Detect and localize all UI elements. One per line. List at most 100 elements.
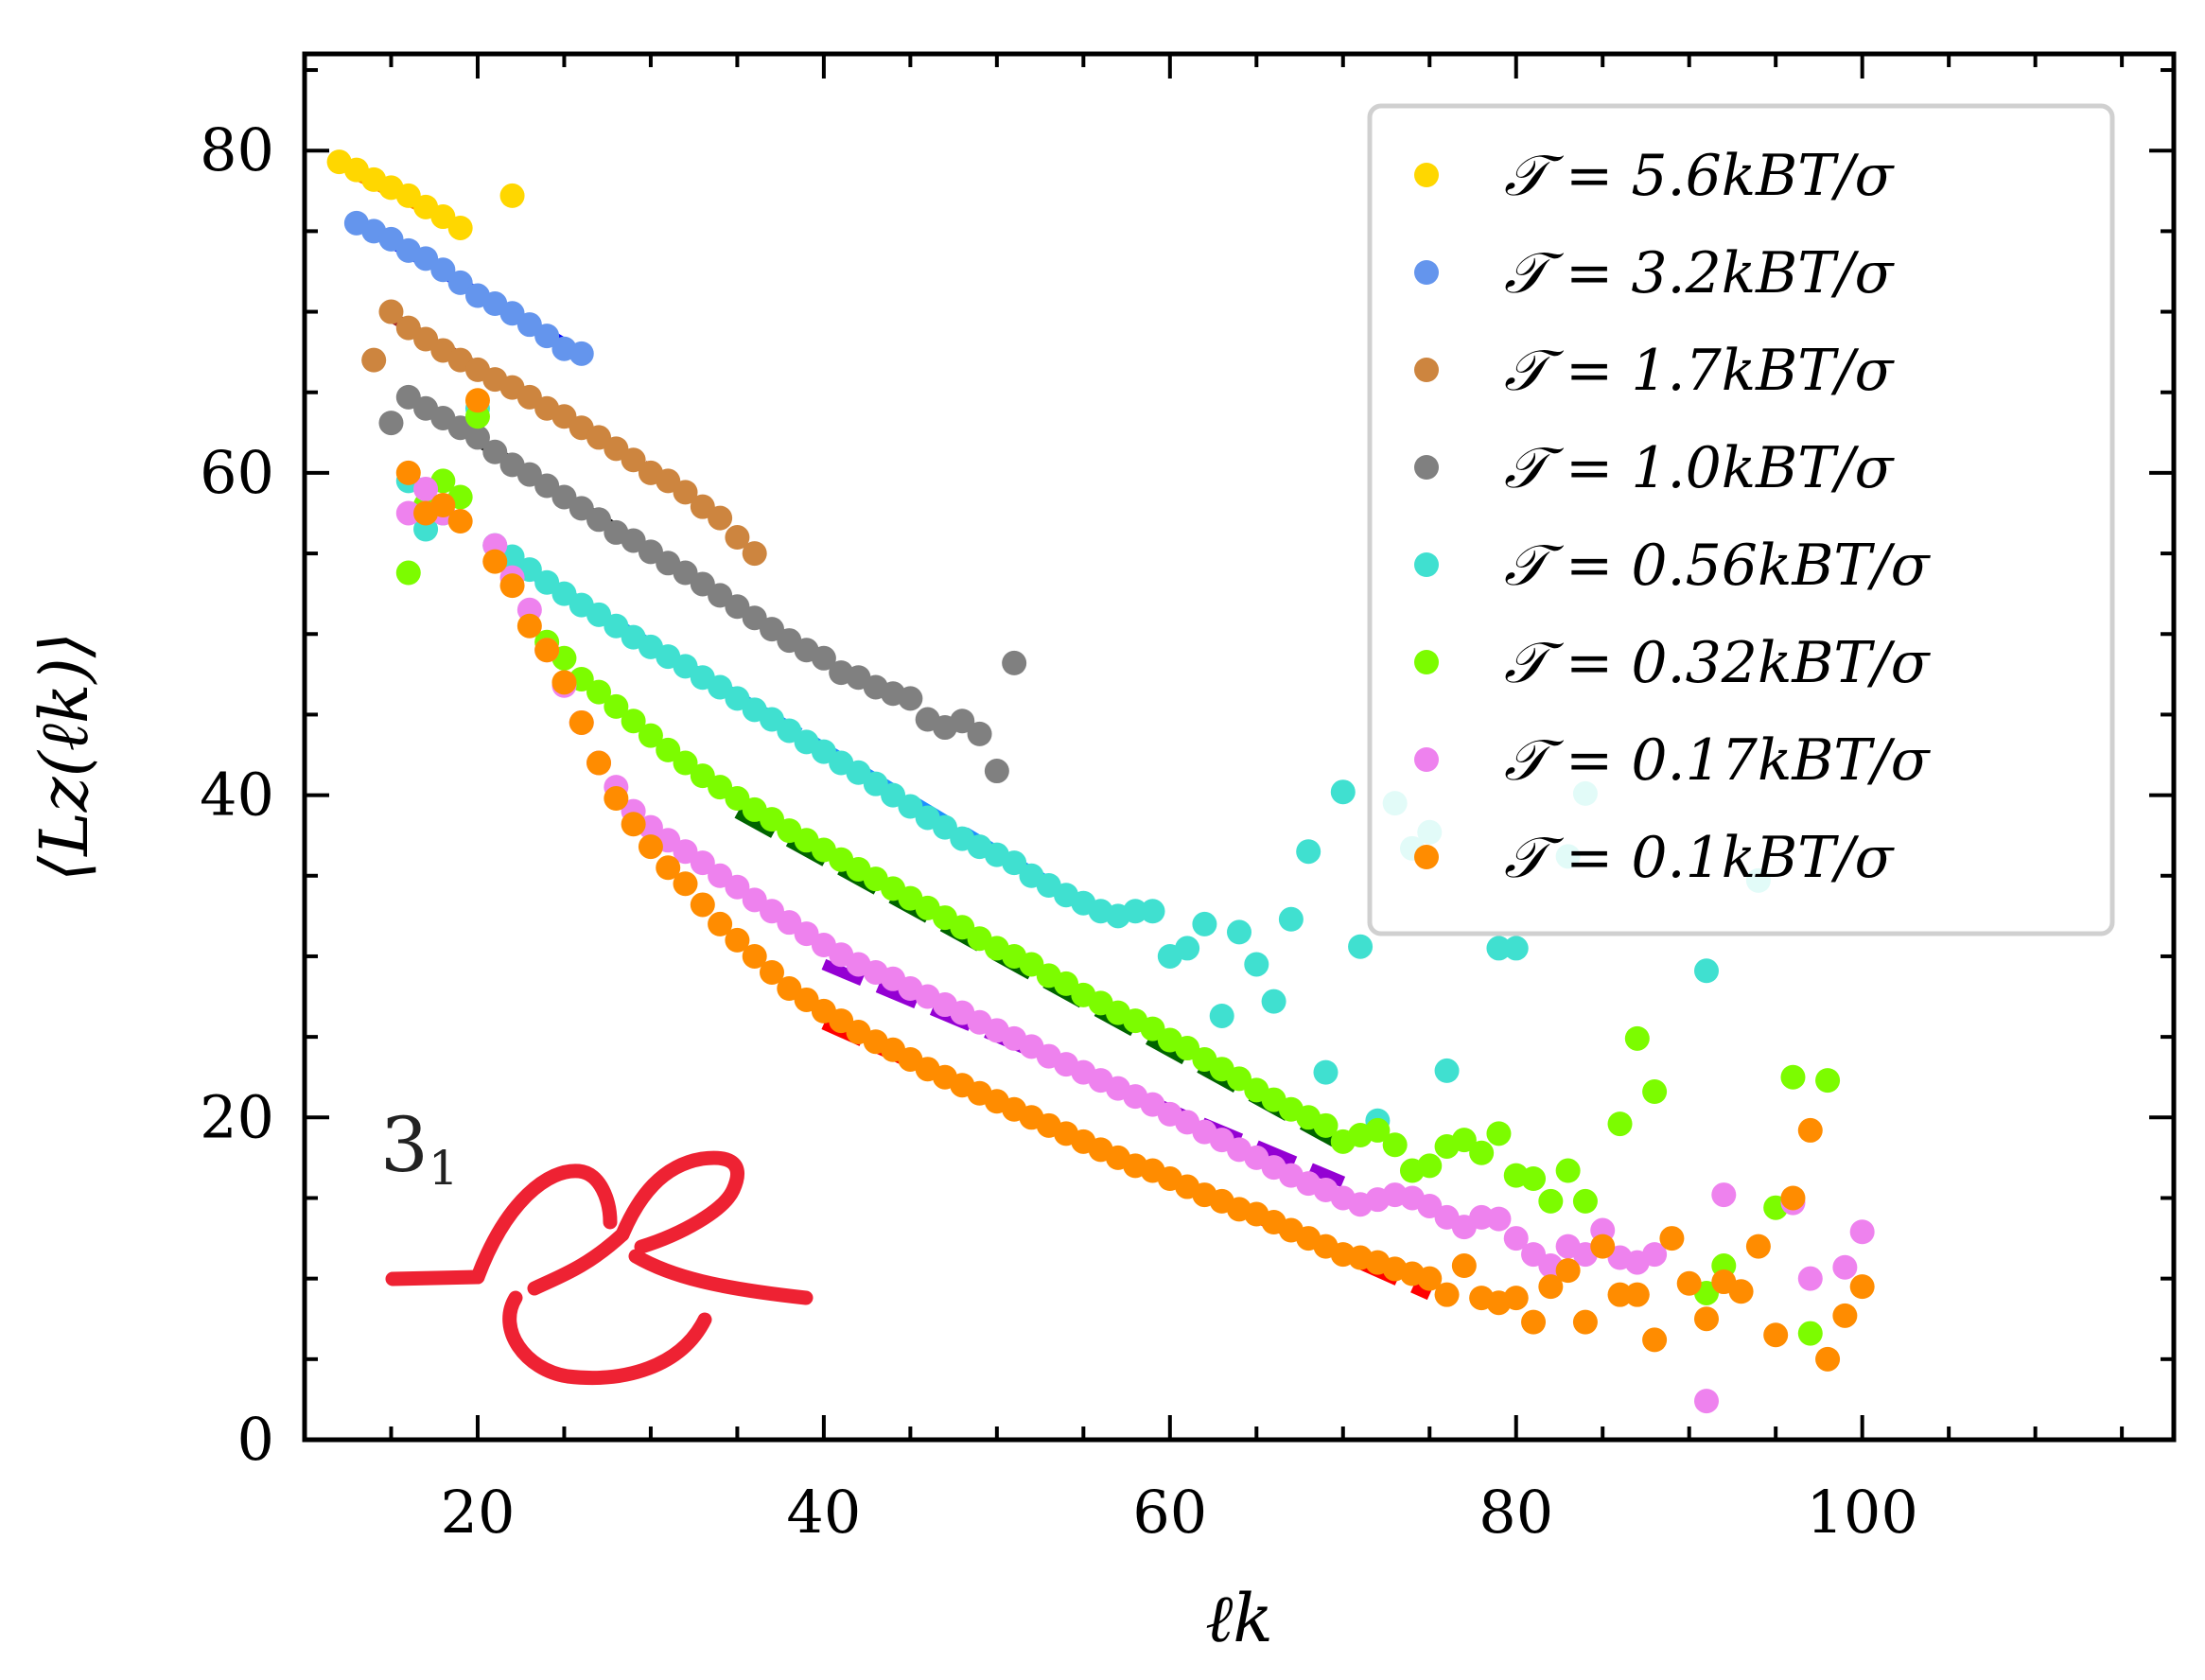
legend-marker-2 [1414, 358, 1439, 382]
point-s1-5 [430, 257, 456, 283]
y-tick-label: 0 [237, 1405, 274, 1474]
point-s6-70 [1642, 1242, 1668, 1268]
legend-marker-4 [1414, 552, 1439, 577]
point-s1-6 [447, 270, 473, 295]
point-s3-12 [586, 507, 612, 533]
point-s5-65 [1572, 1188, 1598, 1214]
point-s5-63 [1538, 1188, 1564, 1214]
point-s7-11 [586, 750, 612, 776]
point-s7-78 [1745, 1234, 1771, 1259]
point-s4-64 [1694, 958, 1719, 984]
point-s7-9 [551, 670, 577, 695]
point-s3-0 [378, 411, 404, 436]
point-s1-11 [534, 324, 560, 349]
point-s6-61 [1486, 1206, 1512, 1232]
point-s4-59 [1434, 1058, 1460, 1083]
point-s2-1 [378, 299, 404, 324]
x-tick-label: 100 [1806, 1478, 1917, 1547]
x-axis-label: ℓk [1205, 1580, 1273, 1657]
point-s6-0 [395, 500, 421, 526]
point-s7-2 [430, 492, 456, 517]
point-s5-62 [1521, 1166, 1547, 1192]
point-s3-5 [464, 425, 490, 450]
point-s5-68 [1642, 1079, 1668, 1105]
point-s7-67 [1555, 1258, 1581, 1284]
point-s2-20 [708, 505, 733, 531]
point-s6-15 [690, 850, 715, 876]
point-s5-13 [673, 750, 698, 776]
point-s7-80 [1780, 1185, 1806, 1211]
point-s7-77 [1728, 1279, 1754, 1304]
x-tick-label: 40 [786, 1478, 861, 1547]
point-s5-74 [1815, 1068, 1841, 1094]
point-s3-6 [482, 439, 508, 464]
x-tick-label: 20 [441, 1478, 516, 1547]
point-s7-73 [1659, 1226, 1685, 1251]
point-s4-61 [1503, 936, 1529, 961]
legend-items: 𝒯 = 5.6kBT/σ 𝒯 = 3.2kBT/σ 𝒯 = 1.7kBT/σ 𝒯 = … [1414, 143, 1932, 891]
point-s7-72 [1642, 1327, 1668, 1353]
y-tick-label: 40 [200, 761, 274, 830]
point-s6-72 [1711, 1182, 1737, 1208]
point-s4-54 [1348, 934, 1374, 959]
point-s7-61 [1451, 1253, 1477, 1279]
x-tick-label: 80 [1479, 1478, 1553, 1547]
point-s6-1 [413, 476, 439, 501]
point-s4-50 [1278, 906, 1304, 932]
point-s7-16 [673, 871, 698, 897]
plot-frame [302, 51, 2177, 1443]
point-s7-71 [1624, 1282, 1650, 1307]
point-s5-73 [1797, 1321, 1823, 1346]
point-s4-49 [1261, 989, 1286, 1014]
legend-label-7: 𝒯 = 0.1kBT/σ [1504, 825, 1895, 891]
point-s7-83 [1832, 1303, 1858, 1328]
point-s5-54 [1382, 1132, 1408, 1158]
legend-marker-7 [1414, 845, 1439, 869]
legend-label-2: 𝒯 = 1.7kBT/σ [1504, 338, 1895, 404]
point-s7-84 [1849, 1274, 1875, 1300]
y-axis-label: ⟨Lz(ℓk)⟩ [26, 632, 103, 882]
point-s4-42 [1140, 899, 1165, 924]
point-s7-59 [1417, 1266, 1443, 1291]
point-s5-58 [1451, 1128, 1477, 1153]
point-s3-30 [898, 686, 923, 711]
point-s4-52 [1313, 1059, 1339, 1085]
point-s2-18 [673, 480, 698, 505]
legend-label-5: 𝒯 = 0.32kBT/σ [1504, 630, 1932, 696]
point-s2-21 [725, 525, 750, 551]
legend-marker-5 [1414, 650, 1439, 674]
point-s7-12 [604, 786, 629, 812]
point-s3-33 [950, 709, 975, 734]
point-s0-8 [499, 183, 525, 208]
point-s5-0 [395, 560, 421, 586]
legend-marker-6 [1414, 747, 1439, 772]
data-points [326, 149, 1875, 1414]
knot-label: 31 [380, 1101, 459, 1196]
point-s7-70 [1607, 1282, 1633, 1307]
point-s5-56 [1417, 1153, 1443, 1179]
point-s7-0 [395, 460, 421, 485]
point-s6-75 [1832, 1254, 1858, 1280]
point-s7-6 [499, 573, 525, 599]
point-s6-62 [1503, 1226, 1529, 1251]
trefoil-knot-icon [385, 1150, 814, 1386]
point-s6-74 [1797, 1266, 1823, 1291]
point-s7-68 [1572, 1309, 1598, 1335]
point-s5-8 [586, 679, 612, 705]
point-s4-41 [1123, 899, 1148, 924]
point-s4-60 [1486, 936, 1512, 961]
point-s5-60 [1486, 1121, 1512, 1146]
y-tick-label: 60 [200, 438, 274, 507]
y-tick-label: 80 [200, 115, 274, 184]
legend-label-0: 𝒯 = 5.6kBT/σ [1504, 143, 1895, 209]
point-s7-74 [1676, 1270, 1702, 1296]
point-s7-65 [1521, 1309, 1547, 1335]
point-s7-7 [516, 613, 542, 639]
point-s4-45 [1192, 911, 1217, 936]
point-s4-53 [1330, 779, 1356, 805]
knot-label-subscript: 1 [429, 1141, 459, 1196]
point-s3-36 [1002, 650, 1027, 675]
point-s6-71 [1694, 1389, 1719, 1414]
point-s7-79 [1763, 1322, 1789, 1348]
point-s3-25 [811, 645, 836, 671]
